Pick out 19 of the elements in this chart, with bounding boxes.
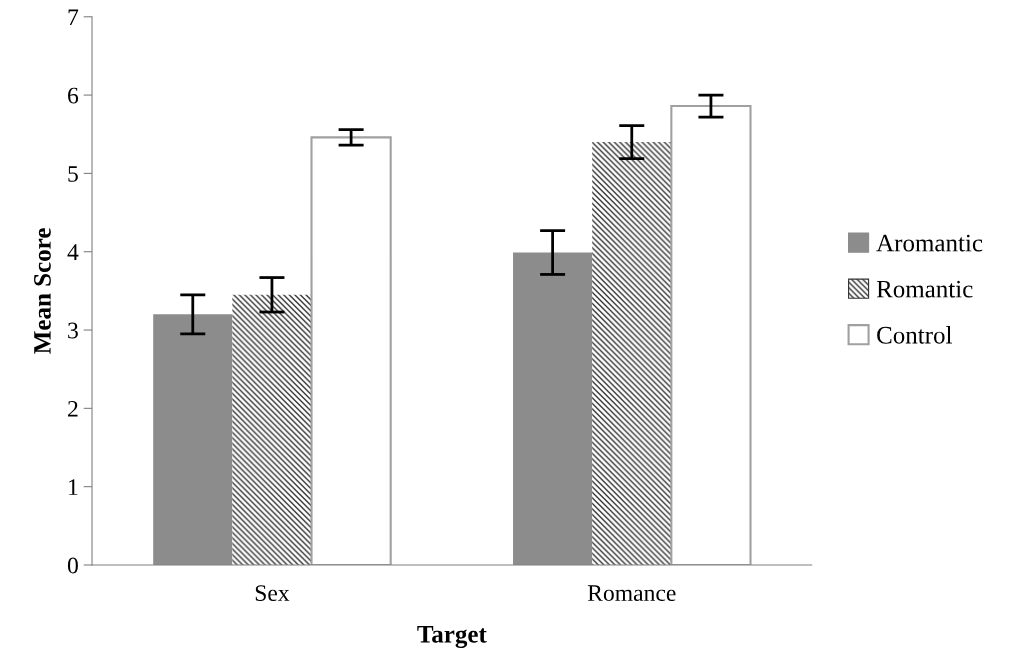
y-tick-label: 0 bbox=[67, 557, 78, 574]
bar bbox=[592, 142, 672, 565]
y-tick-label: 2 bbox=[68, 400, 78, 417]
y-tick-label: 5 bbox=[68, 166, 78, 182]
legend-label: Control bbox=[877, 326, 952, 344]
y-tick-label: 3 bbox=[68, 322, 78, 339]
x-tick-label: Sex bbox=[255, 585, 290, 602]
bar bbox=[310, 136, 392, 565]
x-axis-title: Target bbox=[417, 626, 487, 648]
bar bbox=[670, 105, 752, 565]
y-axis-title: Mean Score bbox=[34, 228, 51, 354]
x-tick-label: Romance bbox=[587, 585, 676, 602]
y-tick-label: 4 bbox=[67, 244, 79, 260]
legend-label: Aromantic bbox=[876, 234, 983, 252]
y-tick-label: 7 bbox=[68, 9, 79, 25]
y-tick-label: 1 bbox=[69, 479, 78, 495]
bar bbox=[232, 294, 312, 565]
legend-label: Romantic bbox=[876, 280, 973, 298]
y-tick-label: 6 bbox=[68, 87, 79, 104]
